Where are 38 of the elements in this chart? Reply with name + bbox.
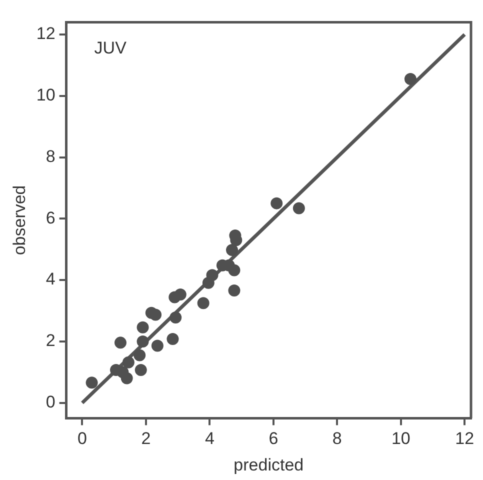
x-tick-label: 0 xyxy=(78,429,87,448)
point xyxy=(134,349,146,362)
point xyxy=(151,340,164,352)
point xyxy=(122,356,134,368)
point xyxy=(170,312,182,324)
point xyxy=(206,269,218,282)
point xyxy=(292,202,305,214)
point xyxy=(120,372,133,384)
y-tick-label: 10 xyxy=(36,86,56,105)
x-axis-title: predicted xyxy=(234,455,304,474)
y-tick-label: 8 xyxy=(46,146,56,166)
point xyxy=(136,335,149,348)
point xyxy=(197,297,210,310)
point xyxy=(270,197,283,210)
point xyxy=(114,336,126,349)
point xyxy=(166,333,179,345)
point xyxy=(228,284,240,296)
point xyxy=(226,244,238,256)
point xyxy=(86,376,98,389)
y-tick-label: 4 xyxy=(46,270,56,289)
point xyxy=(174,288,186,300)
x-tick-label: 12 xyxy=(455,429,474,448)
x-tick-label: 6 xyxy=(268,429,278,448)
y-tick-label: 0 xyxy=(46,392,56,412)
point xyxy=(136,321,149,334)
y-tick-label: 2 xyxy=(46,331,56,350)
y-tick-label: 6 xyxy=(46,208,56,228)
x-tick-label: 10 xyxy=(391,429,410,448)
x-tick-label: 4 xyxy=(204,429,214,448)
y-axis-title: observed xyxy=(10,185,29,256)
x-tick-label: 2 xyxy=(141,429,151,448)
annotation: JUV xyxy=(94,38,128,58)
point xyxy=(150,308,162,321)
point xyxy=(134,364,147,376)
point xyxy=(404,72,416,85)
y-tick-label: 12 xyxy=(36,24,56,44)
x-tick-label: 8 xyxy=(332,429,342,448)
point xyxy=(228,264,240,276)
